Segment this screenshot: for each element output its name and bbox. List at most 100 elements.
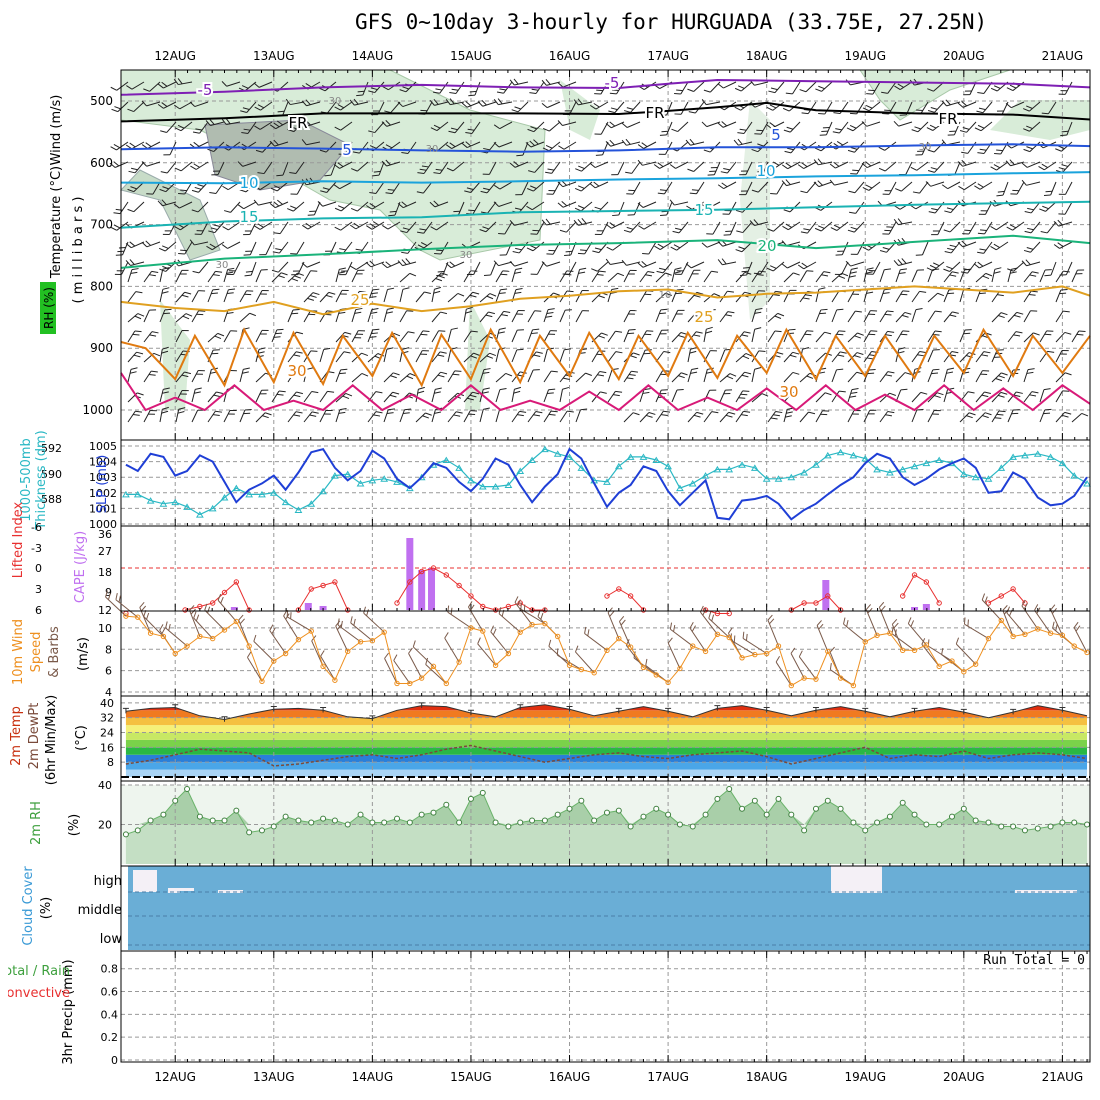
y-tick-label-precip: 0.6 xyxy=(101,986,119,999)
wind-barb xyxy=(525,139,545,148)
wind-barb-feather xyxy=(830,227,838,231)
wind-barb-feather xyxy=(685,263,692,269)
wind-barb-staff xyxy=(562,121,577,127)
wind-speed-point xyxy=(517,629,523,635)
wind-barb-feather xyxy=(878,146,886,151)
wind-barb-feather xyxy=(792,391,800,395)
wind-barb-feather xyxy=(496,91,504,94)
wind-barb xyxy=(703,270,719,283)
wind-barb-feather xyxy=(482,391,489,394)
wind-barb-staff xyxy=(1023,310,1031,323)
wind-barb-staff xyxy=(178,81,193,86)
wind-barb-feather xyxy=(373,414,381,417)
wind-barb-staff xyxy=(340,101,353,111)
wind-barb xyxy=(335,289,349,303)
wind-barb xyxy=(175,313,193,323)
wind-barb-feather xyxy=(261,269,268,271)
wind-barb xyxy=(415,412,432,423)
wind-barb-staff xyxy=(1066,121,1073,136)
wind-barb xyxy=(911,391,928,403)
wind-barb xyxy=(527,411,543,423)
lifted-index-point xyxy=(209,600,216,606)
wind-barb-feather xyxy=(273,201,280,207)
wind-barb-feather xyxy=(866,357,874,360)
wind-barb xyxy=(574,201,593,212)
wind-barb xyxy=(815,287,826,303)
wind-barb-feather xyxy=(317,201,324,207)
wind-barb-staff xyxy=(217,161,225,175)
y-tick-label-cape: 9 xyxy=(105,586,112,599)
wind-barb-staff xyxy=(671,289,678,303)
wind-barb xyxy=(991,349,1004,363)
wind-barb-staff xyxy=(751,350,760,363)
wind-barb-feather xyxy=(350,616,353,624)
wind-barb-feather xyxy=(480,190,488,194)
wind-barb xyxy=(397,101,417,108)
wind-barb-feather xyxy=(675,292,683,295)
wind-barb-staff xyxy=(207,410,216,423)
wind-barb-feather xyxy=(457,292,465,297)
wind-barb-feather xyxy=(709,170,716,172)
wind-barb-feather xyxy=(420,109,428,112)
wind-barb-feather xyxy=(882,113,889,115)
wind-barb-feather xyxy=(566,270,574,272)
wind-barb xyxy=(287,121,305,133)
wind-barb-staff xyxy=(159,289,164,303)
wind-barb-staff xyxy=(511,411,520,423)
wind-barb xyxy=(541,78,561,86)
wind-barb-feather xyxy=(434,411,442,414)
wind-barb-staff xyxy=(514,602,533,625)
wind-barb-feather xyxy=(850,253,858,255)
wind-barb-staff xyxy=(687,412,698,423)
contour-label: FR xyxy=(938,110,957,128)
wind-barb xyxy=(799,411,816,423)
wind-barb-feather xyxy=(381,262,388,269)
wind-barb xyxy=(493,260,513,267)
wind-barb-feather xyxy=(633,352,640,356)
wind-speed-point xyxy=(529,621,535,628)
rh-point xyxy=(344,821,351,828)
thickness-point xyxy=(442,456,451,464)
wind-barb xyxy=(447,292,465,303)
wind-barb-staff xyxy=(671,389,678,403)
wind-barb-staff xyxy=(706,121,721,128)
wind-barb-feather xyxy=(646,414,653,418)
wind-barb-staff xyxy=(996,161,1009,171)
wind-barb-feather xyxy=(974,127,982,132)
wind-barb-feather xyxy=(397,260,403,266)
wind-barb xyxy=(843,617,866,643)
wind-barb-feather xyxy=(515,247,522,251)
wind-barb-feather xyxy=(1006,87,1014,92)
wind-barb-feather xyxy=(322,187,330,190)
wind-barb-staff xyxy=(282,161,289,176)
wind-barb-feather xyxy=(334,126,341,131)
wind-barb xyxy=(431,330,446,343)
wind-barb-feather xyxy=(134,315,142,320)
wind-barb-staff xyxy=(980,121,993,132)
wind-barb xyxy=(957,159,977,167)
wind-barb xyxy=(623,221,641,233)
wind-barb-staff xyxy=(255,269,262,283)
wind-barb-staff xyxy=(792,81,801,95)
wind-barb xyxy=(259,241,273,256)
wind-speed-point xyxy=(653,672,659,678)
wind-barb-feather xyxy=(832,131,840,134)
wind-barb xyxy=(383,372,400,383)
wind-barb-feather xyxy=(494,184,501,190)
wind-barb xyxy=(783,407,794,423)
y-tick-label-slp: 1005 xyxy=(89,440,117,453)
wind-barb-feather xyxy=(325,250,332,252)
wind-barb-feather xyxy=(659,333,667,335)
wind-barb-feather xyxy=(327,390,335,393)
wind-barb-feather xyxy=(573,219,579,226)
y-label-2m-dewpt: 2m DewPt xyxy=(27,703,42,770)
wind-barb-feather xyxy=(1047,350,1055,353)
wind-barb-feather xyxy=(1010,193,1018,195)
wind-barb xyxy=(619,615,632,648)
wind-barb-feather xyxy=(532,328,540,331)
wind-barb-staff xyxy=(239,290,247,303)
rh-point xyxy=(258,827,265,834)
wind-barb xyxy=(399,272,417,283)
wind-barb-feather xyxy=(385,192,393,195)
wind-barb-feather xyxy=(596,230,604,232)
